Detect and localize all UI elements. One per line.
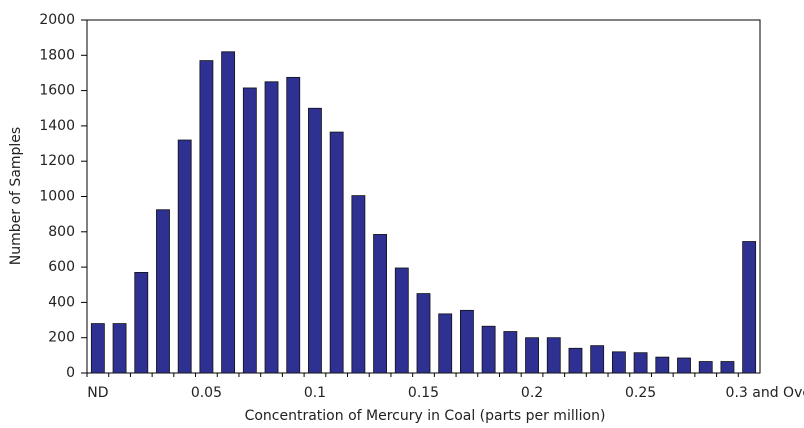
y-tick-label: 200 (48, 330, 75, 346)
bar (156, 209, 170, 374)
bar (221, 51, 236, 374)
x-tick-label: 0.15 (408, 385, 439, 401)
bar (373, 234, 387, 374)
x-tick-label: ND (87, 385, 108, 401)
y-tick-label: 1200 (39, 153, 75, 169)
bar (568, 347, 583, 374)
bar (698, 361, 713, 374)
y-tick-label: 600 (48, 259, 75, 275)
bar (264, 81, 279, 374)
bar (308, 107, 322, 374)
y-tick-label: 1800 (39, 47, 75, 63)
y-tick-label: 800 (48, 224, 75, 240)
bar (677, 357, 691, 374)
bar (525, 337, 539, 374)
bar (481, 325, 496, 374)
bar (286, 76, 301, 374)
x-axis-label: Concentration of Mercury in Coal (parts … (245, 408, 606, 424)
x-tick-label: 0.2 (521, 385, 543, 401)
bar (720, 361, 735, 374)
y-axis-label: Number of Samples (8, 127, 24, 265)
y-tick-label: 1000 (39, 189, 75, 205)
x-tick-label: 0.25 (625, 385, 656, 401)
bar (242, 87, 257, 374)
y-tick-label: 1400 (39, 118, 75, 134)
bar (112, 323, 127, 374)
bar (90, 323, 105, 374)
bar (199, 60, 214, 374)
bar (177, 139, 192, 374)
bar (503, 331, 518, 374)
bar (633, 352, 648, 374)
bar (590, 345, 605, 374)
bar (546, 337, 561, 374)
bar (329, 131, 344, 374)
x-tick-label: 0.3 and Over (726, 385, 804, 401)
bar (351, 195, 366, 374)
y-tick-label: 0 (66, 365, 75, 381)
x-tick-label: 0.05 (191, 385, 222, 401)
bar (134, 271, 149, 374)
bar (460, 309, 474, 374)
bar (742, 241, 757, 374)
bar (611, 351, 626, 374)
y-tick-label: 2000 (39, 12, 75, 28)
bar (416, 293, 431, 374)
x-tick-label: 0.1 (304, 385, 326, 401)
bar (394, 267, 409, 374)
bar (655, 356, 670, 374)
bar (438, 313, 453, 374)
y-tick-label: 1600 (39, 83, 75, 99)
y-tick-label: 400 (48, 294, 75, 310)
